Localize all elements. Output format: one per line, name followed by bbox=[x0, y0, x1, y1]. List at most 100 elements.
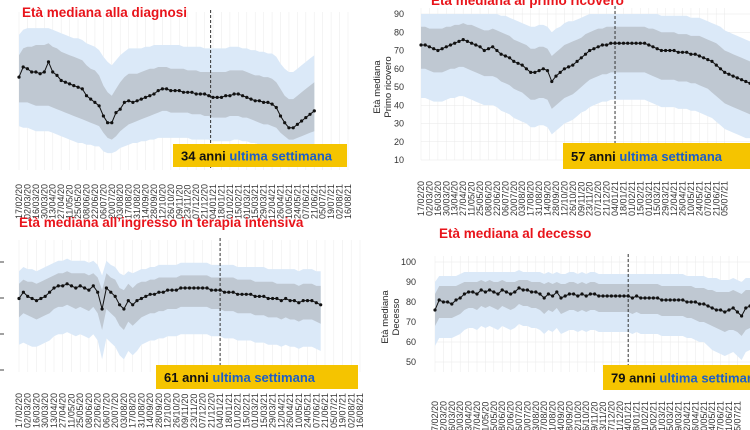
data-point bbox=[169, 89, 173, 93]
data-point bbox=[288, 299, 292, 303]
x-tick-label: 22/06/20 bbox=[90, 184, 100, 219]
data-point bbox=[253, 99, 257, 103]
badge-highlight: ultima settimana bbox=[229, 149, 332, 164]
data-point bbox=[457, 39, 461, 44]
data-point bbox=[131, 303, 135, 307]
data-point bbox=[135, 299, 139, 303]
x-tick-label: 27/04/20 bbox=[458, 181, 468, 216]
data-point bbox=[727, 72, 731, 76]
data-point bbox=[101, 114, 105, 118]
data-point bbox=[516, 61, 520, 65]
data-point bbox=[533, 70, 537, 74]
data-point bbox=[118, 107, 122, 111]
data-point bbox=[72, 84, 76, 88]
x-tick-label: 12/04/21 bbox=[669, 181, 679, 216]
x-tick-label: 23/11/20 bbox=[598, 402, 608, 430]
data-point bbox=[643, 41, 647, 45]
data-point bbox=[714, 63, 718, 67]
y-axis-label: Età medianaPrimo ricovero bbox=[372, 56, 394, 117]
chart-panel-3: 17/02/2002/03/2016/03/2030/03/2013/04/20… bbox=[14, 215, 365, 428]
data-point bbox=[89, 97, 93, 101]
x-tick-label: 31/08/20 bbox=[548, 401, 558, 430]
x-tick-label: 01/02/21 bbox=[225, 184, 235, 219]
x-tick-label: 09/11/20 bbox=[590, 402, 600, 430]
data-point bbox=[647, 296, 651, 300]
data-point bbox=[530, 290, 534, 294]
data-point bbox=[91, 284, 95, 288]
data-point bbox=[503, 54, 507, 58]
data-point bbox=[61, 284, 65, 288]
data-point bbox=[622, 294, 626, 298]
series-line bbox=[18, 283, 321, 310]
data-point bbox=[486, 47, 491, 51]
x-tick-label: 15/02/21 bbox=[648, 401, 658, 430]
x-tick-label: 25/05/20 bbox=[475, 181, 485, 216]
y-axis-label: Età medianaDecesso bbox=[380, 290, 402, 344]
data-point bbox=[491, 45, 495, 49]
x-tick-label: 12/04/21 bbox=[276, 393, 286, 428]
data-point bbox=[287, 126, 291, 130]
data-point bbox=[271, 296, 275, 301]
y-tick-label: 100 bbox=[401, 257, 416, 267]
x-tick-label: 17/08/20 bbox=[124, 184, 134, 219]
y-tick-label: 70 bbox=[406, 317, 416, 327]
data-point bbox=[192, 286, 196, 290]
data-point bbox=[52, 286, 56, 290]
data-point bbox=[706, 58, 710, 62]
data-point bbox=[181, 90, 186, 94]
data-point bbox=[538, 292, 542, 296]
data-point bbox=[580, 292, 584, 296]
data-point bbox=[550, 79, 554, 84]
data-point bbox=[227, 290, 231, 294]
data-point bbox=[458, 296, 462, 300]
data-point bbox=[660, 298, 664, 302]
x-tick-label: 01/02/21 bbox=[640, 401, 650, 430]
x-tick-label: 30/03/20 bbox=[39, 184, 49, 219]
data-point bbox=[30, 296, 34, 301]
data-point bbox=[143, 95, 148, 99]
x-tick-label: 17/08/20 bbox=[526, 181, 536, 216]
data-point bbox=[693, 300, 698, 304]
series-line bbox=[434, 287, 750, 317]
chart-panel-2: 10 20 30 40 50 60 70 80 90 17/02/2002/03/2016/03/… bbox=[372, 0, 750, 216]
x-tick-label: 17/02/20 bbox=[14, 393, 24, 428]
x-tick-label: 16/03/20 bbox=[31, 184, 41, 219]
x-tick-label: 21/12/20 bbox=[615, 401, 625, 430]
x-tick-label: 29/03/21 bbox=[661, 181, 671, 216]
x-tick-label: 17/08/20 bbox=[128, 393, 138, 428]
data-point bbox=[63, 80, 67, 84]
data-point bbox=[244, 292, 248, 296]
x-tick-label: 07/06/21 bbox=[703, 181, 713, 216]
x-tick-label: 26/04/21 bbox=[690, 401, 700, 430]
x-tick-label: 04/01/21 bbox=[610, 181, 620, 216]
inner-band bbox=[19, 43, 315, 140]
data-point bbox=[312, 109, 316, 113]
x-tick-label: 15/02/21 bbox=[241, 393, 251, 428]
x-tick-label: 20/07/20 bbox=[107, 184, 117, 219]
data-point bbox=[74, 286, 78, 290]
data-point bbox=[740, 314, 744, 318]
x-tick-label: 23/11/20 bbox=[585, 182, 595, 216]
data-point bbox=[479, 288, 483, 292]
data-point bbox=[529, 70, 533, 74]
data-point bbox=[17, 296, 21, 301]
x-tick-label: 18/01/21 bbox=[632, 401, 642, 430]
data-point bbox=[584, 294, 588, 298]
x-tick-label: 10/05/21 bbox=[699, 401, 709, 430]
data-point bbox=[551, 294, 555, 298]
y-tick-label: 60 bbox=[406, 337, 416, 347]
x-tick-label: 06/07/20 bbox=[98, 184, 108, 219]
data-point bbox=[135, 99, 139, 103]
data-point bbox=[559, 296, 563, 300]
data-point bbox=[626, 294, 630, 298]
x-tick-label: 14/09/20 bbox=[145, 393, 155, 428]
x-tick-label: 09/11/20 bbox=[180, 394, 190, 428]
x-tick-label: 11/05/20 bbox=[480, 402, 490, 430]
data-point bbox=[97, 104, 101, 108]
data-point bbox=[291, 126, 295, 130]
data-point bbox=[474, 43, 478, 47]
data-point bbox=[249, 292, 253, 296]
data-point bbox=[735, 76, 739, 80]
x-tick-label: 16/08/21 bbox=[343, 184, 353, 219]
data-point bbox=[718, 67, 723, 71]
